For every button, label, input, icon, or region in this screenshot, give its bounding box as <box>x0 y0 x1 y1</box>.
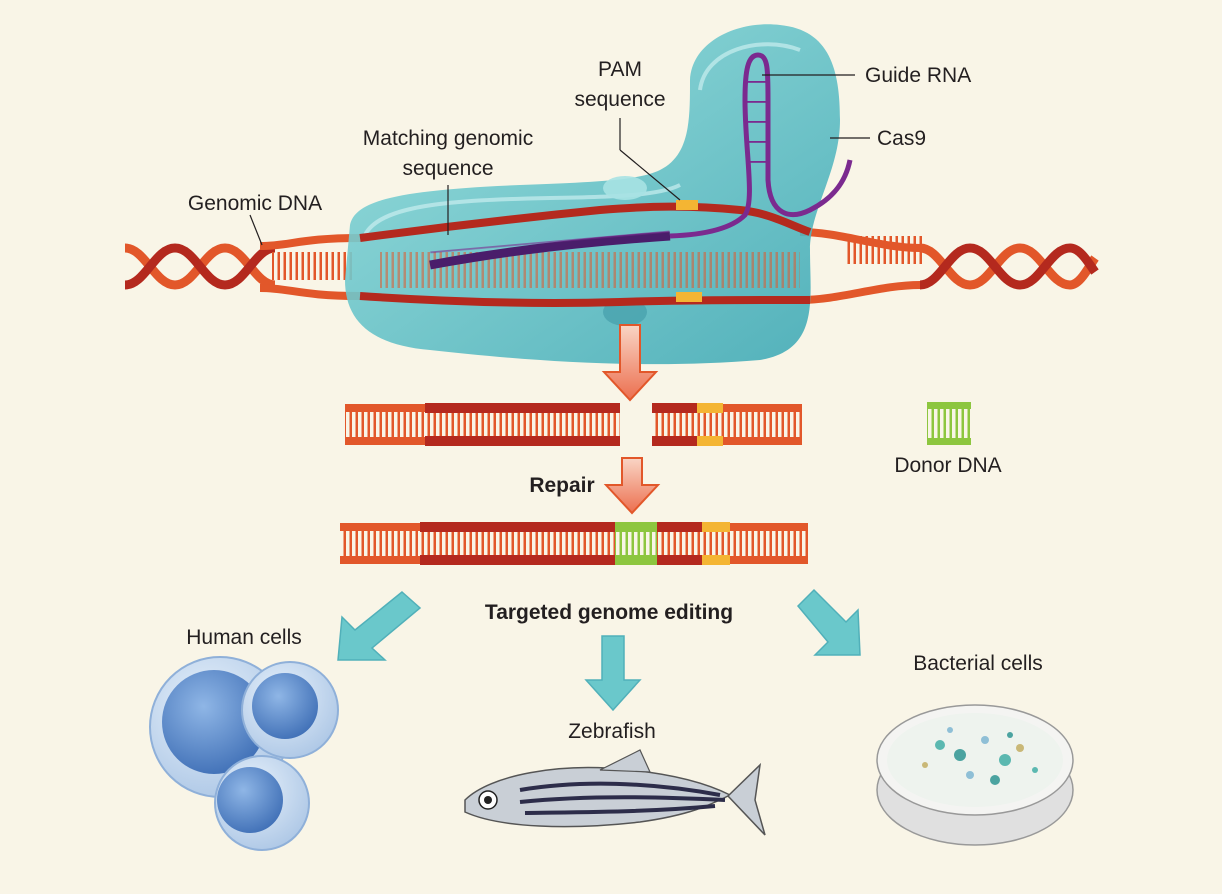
human-cells-illustration <box>149 656 339 851</box>
guide-rna-label: Guide RNA <box>865 64 971 87</box>
leader-lines <box>249 74 870 246</box>
human-cells-label: Human cells <box>186 626 302 649</box>
arrow-down-cut <box>601 324 659 402</box>
outcome-arrows <box>337 588 861 712</box>
pam-label-line2: sequence <box>574 88 665 111</box>
repair-label: Repair <box>529 474 594 497</box>
dna-unwound <box>359 200 812 307</box>
genomic-dna-helix-left <box>124 234 361 300</box>
arrow-down-repair <box>603 457 661 515</box>
bacterial-cells-label: Bacterial cells <box>913 652 1043 675</box>
arrow-to-human-cells <box>337 591 422 661</box>
zebrafish-illustration <box>464 749 766 836</box>
donor-dna-label: Donor DNA <box>894 454 1001 477</box>
matching-sequence-label-line1: Matching genomic <box>363 127 533 150</box>
pam-label-line1: PAM <box>598 58 642 81</box>
arrow-to-bacterial-cells <box>796 588 861 656</box>
repaired-dna <box>340 522 808 565</box>
genomic-dna-label: Genomic DNA <box>188 192 322 215</box>
zebrafish-label: Zebrafish <box>568 720 656 743</box>
guide-rna <box>669 52 853 239</box>
cas9-label: Cas9 <box>877 127 926 150</box>
cut-dna <box>345 403 802 446</box>
donor-dna <box>927 402 971 445</box>
matching-sequence-label-line2: sequence <box>402 157 493 180</box>
arrow-to-zebrafish <box>584 635 642 712</box>
petri-dish-illustration <box>876 704 1074 846</box>
targeted-genome-editing-label: Targeted genome editing <box>485 601 733 624</box>
genomic-dna-helix-right <box>799 228 1099 304</box>
